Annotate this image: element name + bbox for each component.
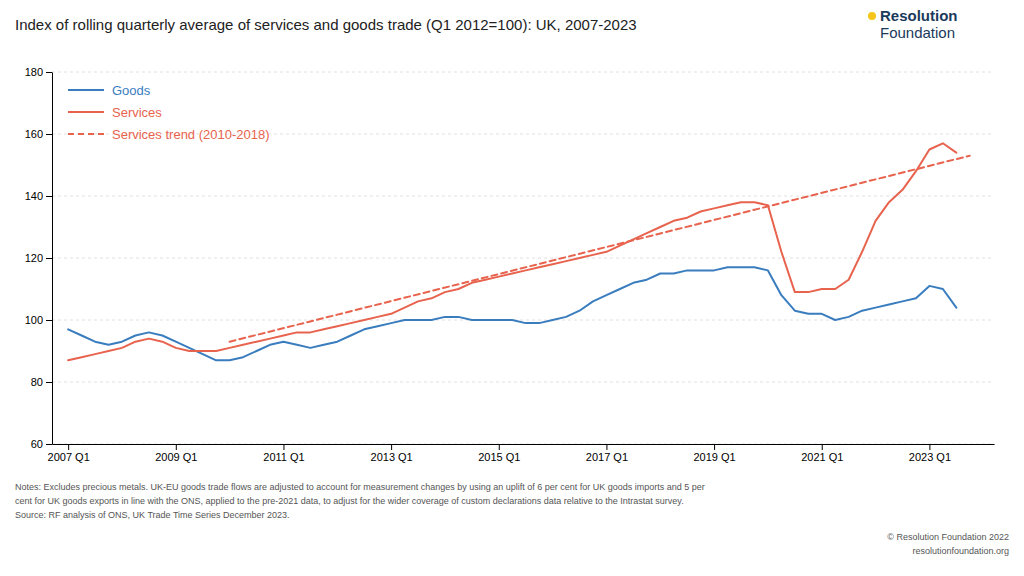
credit: © Resolution Foundation 2022 (887, 532, 1009, 542)
grid-line (52, 258, 994, 259)
chart: Index of rolling quarterly average of se… (0, 0, 1024, 576)
y-tick: 120 (25, 252, 52, 264)
y-tick-label: 140 (25, 190, 43, 202)
x-tick: 2009 Q1 (155, 444, 197, 463)
legend-item: Services trend (2010-2018) (68, 127, 270, 142)
x-tick: 2017 Q1 (586, 444, 628, 463)
logo: ResolutionFoundation (868, 7, 958, 41)
y-tick-mark (46, 72, 52, 73)
x-tick-mark (68, 444, 69, 450)
y-tick: 100 (25, 314, 52, 326)
y-tick-mark (46, 444, 52, 445)
series-line (68, 267, 956, 360)
logo-text: Foundation (880, 24, 955, 41)
y-axis: 60 80 100 120 140 160 180 (25, 66, 53, 450)
x-tick: 2021 Q1 (801, 444, 843, 463)
x-tick-label: 2021 Q1 (801, 451, 843, 463)
logo-text: Resolution (880, 7, 958, 24)
y-tick-mark (46, 134, 52, 135)
grid-line (52, 382, 994, 383)
legend: Goods Services Services trend (2010-2018) (68, 83, 270, 142)
series-line (230, 156, 970, 342)
x-tick: 2015 Q1 (478, 444, 520, 463)
legend-swatch (68, 89, 104, 91)
grid-line (52, 320, 994, 321)
y-tick: 180 (25, 66, 52, 78)
credit: resolutionfoundation.org (912, 546, 1009, 556)
y-tick: 60 (31, 438, 52, 450)
y-tick: 80 (31, 376, 52, 388)
y-tick-mark (46, 382, 52, 383)
grid (52, 72, 994, 444)
x-tick-mark (283, 444, 284, 450)
x-tick: 2007 Q1 (48, 444, 90, 463)
x-tick-mark (822, 444, 823, 450)
note: Source: RF analysis of ONS, UK Trade Tim… (15, 510, 290, 520)
plot-area: 2007 Q1 2009 Q1 2011 Q1 2013 Q1 2015 Q1 2017 … (25, 66, 995, 463)
x-tick-label: 2019 Q1 (693, 451, 735, 463)
y-tick-label: 100 (25, 314, 43, 326)
note: cent for UK goods exports in line with t… (15, 496, 684, 506)
x-tick-label: 2023 Q1 (909, 451, 951, 463)
x-tick: 2023 Q1 (909, 444, 951, 463)
x-tick: 2013 Q1 (371, 444, 413, 463)
grid-line (52, 72, 994, 73)
x-tick-label: 2009 Q1 (155, 451, 197, 463)
legend-label: Goods (112, 83, 151, 98)
x-tick-mark (714, 444, 715, 450)
grid-line (52, 444, 994, 445)
grid-line (52, 196, 994, 197)
lines (68, 143, 970, 360)
y-tick-label: 60 (31, 438, 43, 450)
y-tick-label: 180 (25, 66, 43, 78)
logo-dot (868, 12, 876, 20)
y-tick-mark (46, 196, 52, 197)
legend-label: Services trend (2010-2018) (112, 127, 270, 142)
legend-item: Goods (68, 83, 151, 98)
x-tick-label: 2013 Q1 (371, 451, 413, 463)
y-tick-label: 80 (31, 376, 43, 388)
y-tick: 160 (25, 128, 52, 140)
legend-swatch (68, 133, 104, 135)
y-tick-mark (46, 258, 52, 259)
y-tick-label: 120 (25, 252, 43, 264)
x-tick-mark (929, 444, 930, 450)
legend-item: Services (68, 105, 162, 120)
y-axis-line (52, 73, 53, 445)
y-tick-mark (46, 320, 52, 321)
x-tick-label: 2015 Q1 (478, 451, 520, 463)
x-tick-label: 2011 Q1 (263, 451, 304, 463)
x-tick-mark (606, 444, 607, 450)
x-axis: 2007 Q1 2009 Q1 2011 Q1 2013 Q1 2015 Q1 2017 … (48, 444, 995, 463)
x-tick-label: 2017 Q1 (586, 451, 628, 463)
x-tick: 2019 Q1 (693, 444, 735, 463)
x-tick-mark (499, 444, 500, 450)
y-tick-label: 160 (25, 128, 43, 140)
y-tick: 140 (25, 190, 52, 202)
legend-swatch (68, 111, 104, 113)
x-tick-mark (176, 444, 177, 450)
legend-label: Services (112, 105, 162, 120)
x-axis-line (53, 444, 995, 445)
x-tick-label: 2007 Q1 (48, 451, 90, 463)
series-line (68, 143, 956, 360)
x-tick: 2011 Q1 (263, 444, 304, 463)
title: Index of rolling quarterly average of se… (15, 16, 637, 33)
note: Notes: Excludes precious metals. UK-EU g… (15, 482, 705, 492)
x-tick-mark (391, 444, 392, 450)
